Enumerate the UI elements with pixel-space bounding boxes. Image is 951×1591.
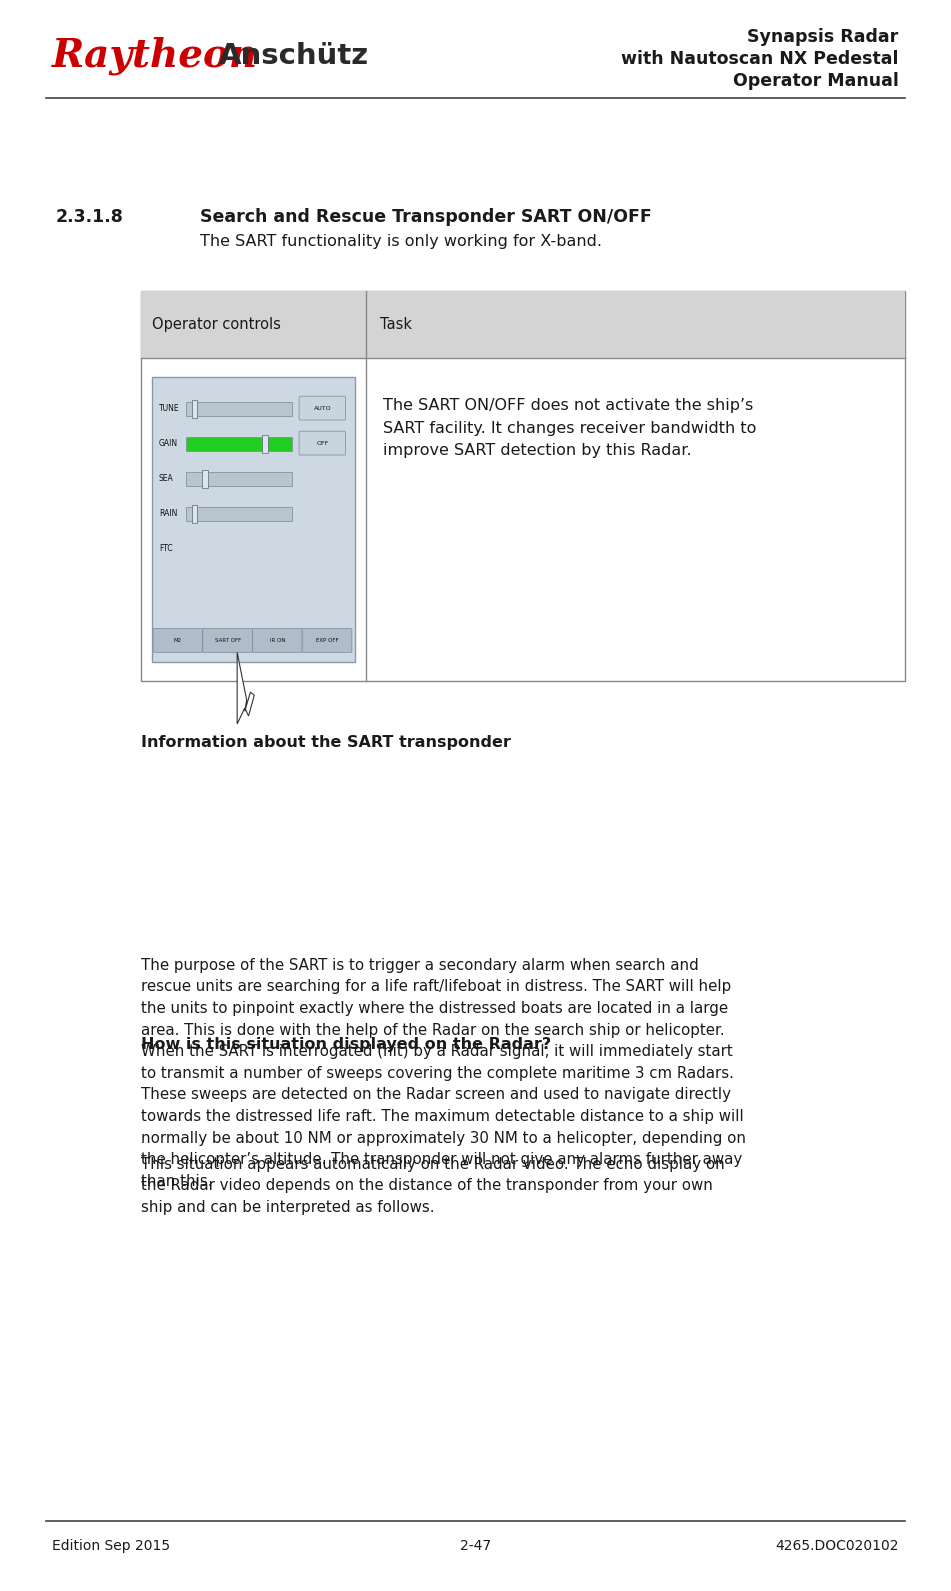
- Text: Task: Task: [380, 317, 413, 333]
- Text: Synapsis Radar: Synapsis Radar: [747, 27, 899, 46]
- Text: TUNE: TUNE: [159, 404, 180, 414]
- Bar: [141, 291, 905, 358]
- Text: The purpose of the SART is to trigger a secondary alarm when search and
rescue u: The purpose of the SART is to trigger a …: [141, 958, 746, 1188]
- Text: 2.3.1.8: 2.3.1.8: [55, 208, 123, 226]
- Text: Operator controls: Operator controls: [152, 317, 281, 333]
- Text: SART OFF: SART OFF: [215, 638, 241, 643]
- Bar: [192, 506, 198, 522]
- Text: M2: M2: [174, 638, 182, 643]
- Bar: [192, 401, 198, 418]
- FancyBboxPatch shape: [299, 431, 345, 455]
- Text: This situation appears automatically on the Radar video. The echo display on
the: This situation appears automatically on …: [141, 1157, 725, 1216]
- Bar: [152, 377, 355, 662]
- FancyBboxPatch shape: [203, 628, 253, 652]
- Bar: [141, 291, 905, 681]
- Bar: [186, 473, 292, 487]
- Text: 4265.DOC020102: 4265.DOC020102: [775, 1540, 899, 1553]
- Text: Information about the SART transponder: Information about the SART transponder: [141, 735, 511, 749]
- Text: GAIN: GAIN: [159, 439, 178, 449]
- Text: How is this situation displayed on the Radar?: How is this situation displayed on the R…: [141, 1037, 551, 1052]
- Text: The SART functionality is only working for X-band.: The SART functionality is only working f…: [200, 234, 602, 248]
- Bar: [186, 438, 292, 452]
- Text: IR ON: IR ON: [269, 638, 285, 643]
- FancyBboxPatch shape: [153, 628, 203, 652]
- Polygon shape: [237, 652, 254, 724]
- Text: Raytheon: Raytheon: [52, 37, 259, 75]
- Text: EXP OFF: EXP OFF: [316, 638, 339, 643]
- Bar: [186, 508, 292, 522]
- FancyBboxPatch shape: [253, 628, 302, 652]
- Text: Anschütz: Anschütz: [219, 41, 369, 70]
- FancyBboxPatch shape: [299, 396, 345, 420]
- FancyBboxPatch shape: [302, 628, 352, 652]
- Text: Edition Sep 2015: Edition Sep 2015: [52, 1540, 170, 1553]
- Text: The SART ON/OFF does not activate the ship’s
SART facility. It changes receiver : The SART ON/OFF does not activate the sh…: [383, 398, 757, 458]
- Text: with Nautoscan NX Pedestal: with Nautoscan NX Pedestal: [621, 49, 899, 68]
- Bar: [262, 436, 268, 453]
- Text: Operator Manual: Operator Manual: [733, 72, 899, 91]
- Text: FTC: FTC: [159, 544, 172, 554]
- Bar: [203, 471, 208, 488]
- Text: RAIN: RAIN: [159, 509, 177, 519]
- Text: Search and Rescue Transponder SART ON/OFF: Search and Rescue Transponder SART ON/OF…: [200, 208, 651, 226]
- Text: OFF: OFF: [316, 441, 328, 445]
- Text: SEA: SEA: [159, 474, 174, 484]
- Text: 2-47: 2-47: [460, 1540, 491, 1553]
- Bar: [186, 403, 292, 417]
- Text: AUTO: AUTO: [314, 406, 331, 410]
